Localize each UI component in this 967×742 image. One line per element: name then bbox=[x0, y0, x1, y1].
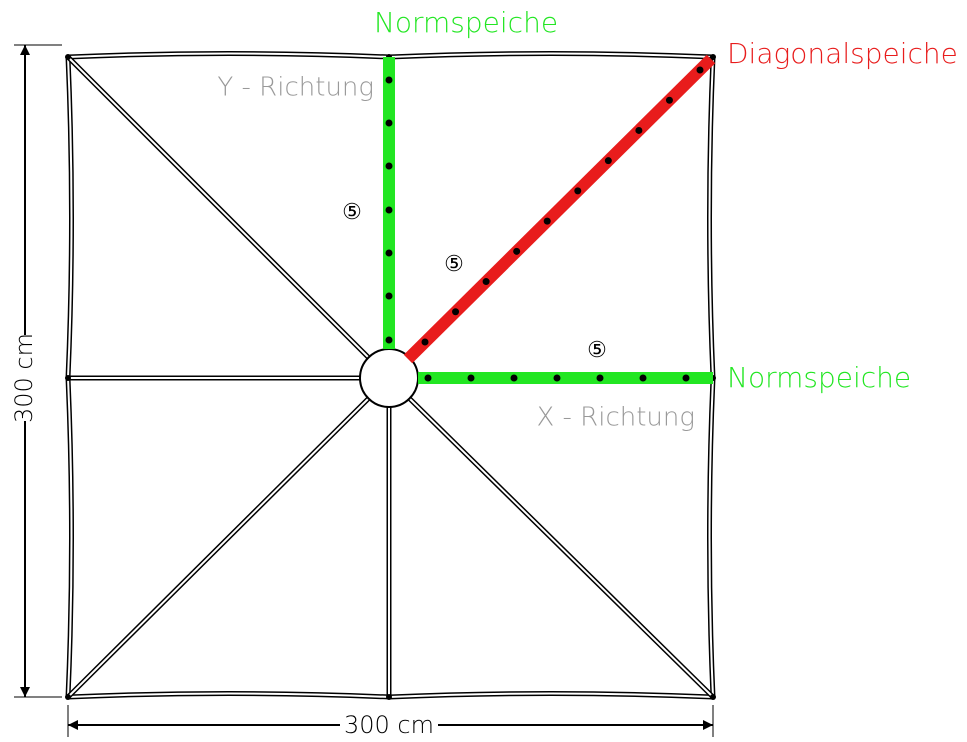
point bbox=[385, 206, 393, 214]
right-spoke-label: Normspeiche bbox=[727, 361, 911, 394]
diagonal-spoke bbox=[403, 54, 716, 364]
diagonal-spoke-label: Diagonalspeiche bbox=[727, 37, 958, 70]
point bbox=[482, 278, 490, 286]
frame-bar bbox=[67, 398, 369, 698]
point bbox=[635, 126, 643, 134]
frame-bar bbox=[67, 56, 369, 358]
point bbox=[421, 338, 429, 346]
point bbox=[574, 187, 582, 195]
joint bbox=[710, 54, 716, 60]
point bbox=[452, 308, 460, 316]
frame-bar bbox=[409, 398, 714, 698]
point bbox=[696, 66, 704, 74]
point bbox=[424, 374, 432, 382]
point bbox=[682, 374, 690, 382]
marker: ⑤ bbox=[587, 338, 607, 363]
point bbox=[553, 374, 561, 382]
point bbox=[665, 96, 673, 104]
point bbox=[513, 247, 521, 255]
point bbox=[385, 162, 393, 170]
top-spoke-label: Normspeiche bbox=[374, 6, 558, 39]
point bbox=[385, 76, 393, 84]
joint bbox=[710, 694, 716, 700]
point bbox=[385, 249, 393, 257]
point bbox=[467, 374, 475, 382]
joint bbox=[65, 694, 71, 700]
point bbox=[639, 374, 647, 382]
point bbox=[385, 336, 393, 344]
point bbox=[510, 374, 518, 382]
width-label: 300 cm bbox=[344, 711, 434, 739]
joint bbox=[386, 694, 392, 700]
marker: ⑤ bbox=[342, 200, 362, 225]
y-direction-label: Y - Richtung bbox=[217, 73, 374, 103]
point bbox=[385, 119, 393, 127]
point bbox=[604, 157, 612, 165]
joint bbox=[65, 375, 71, 381]
marker: ⑤ bbox=[444, 252, 464, 277]
x-direction-label: X - Richtung bbox=[536, 403, 695, 433]
joint bbox=[65, 54, 71, 60]
point bbox=[385, 292, 393, 300]
measure-points bbox=[385, 66, 704, 382]
height-label: 300 cm bbox=[10, 333, 38, 423]
point bbox=[543, 217, 551, 225]
point bbox=[596, 374, 604, 382]
